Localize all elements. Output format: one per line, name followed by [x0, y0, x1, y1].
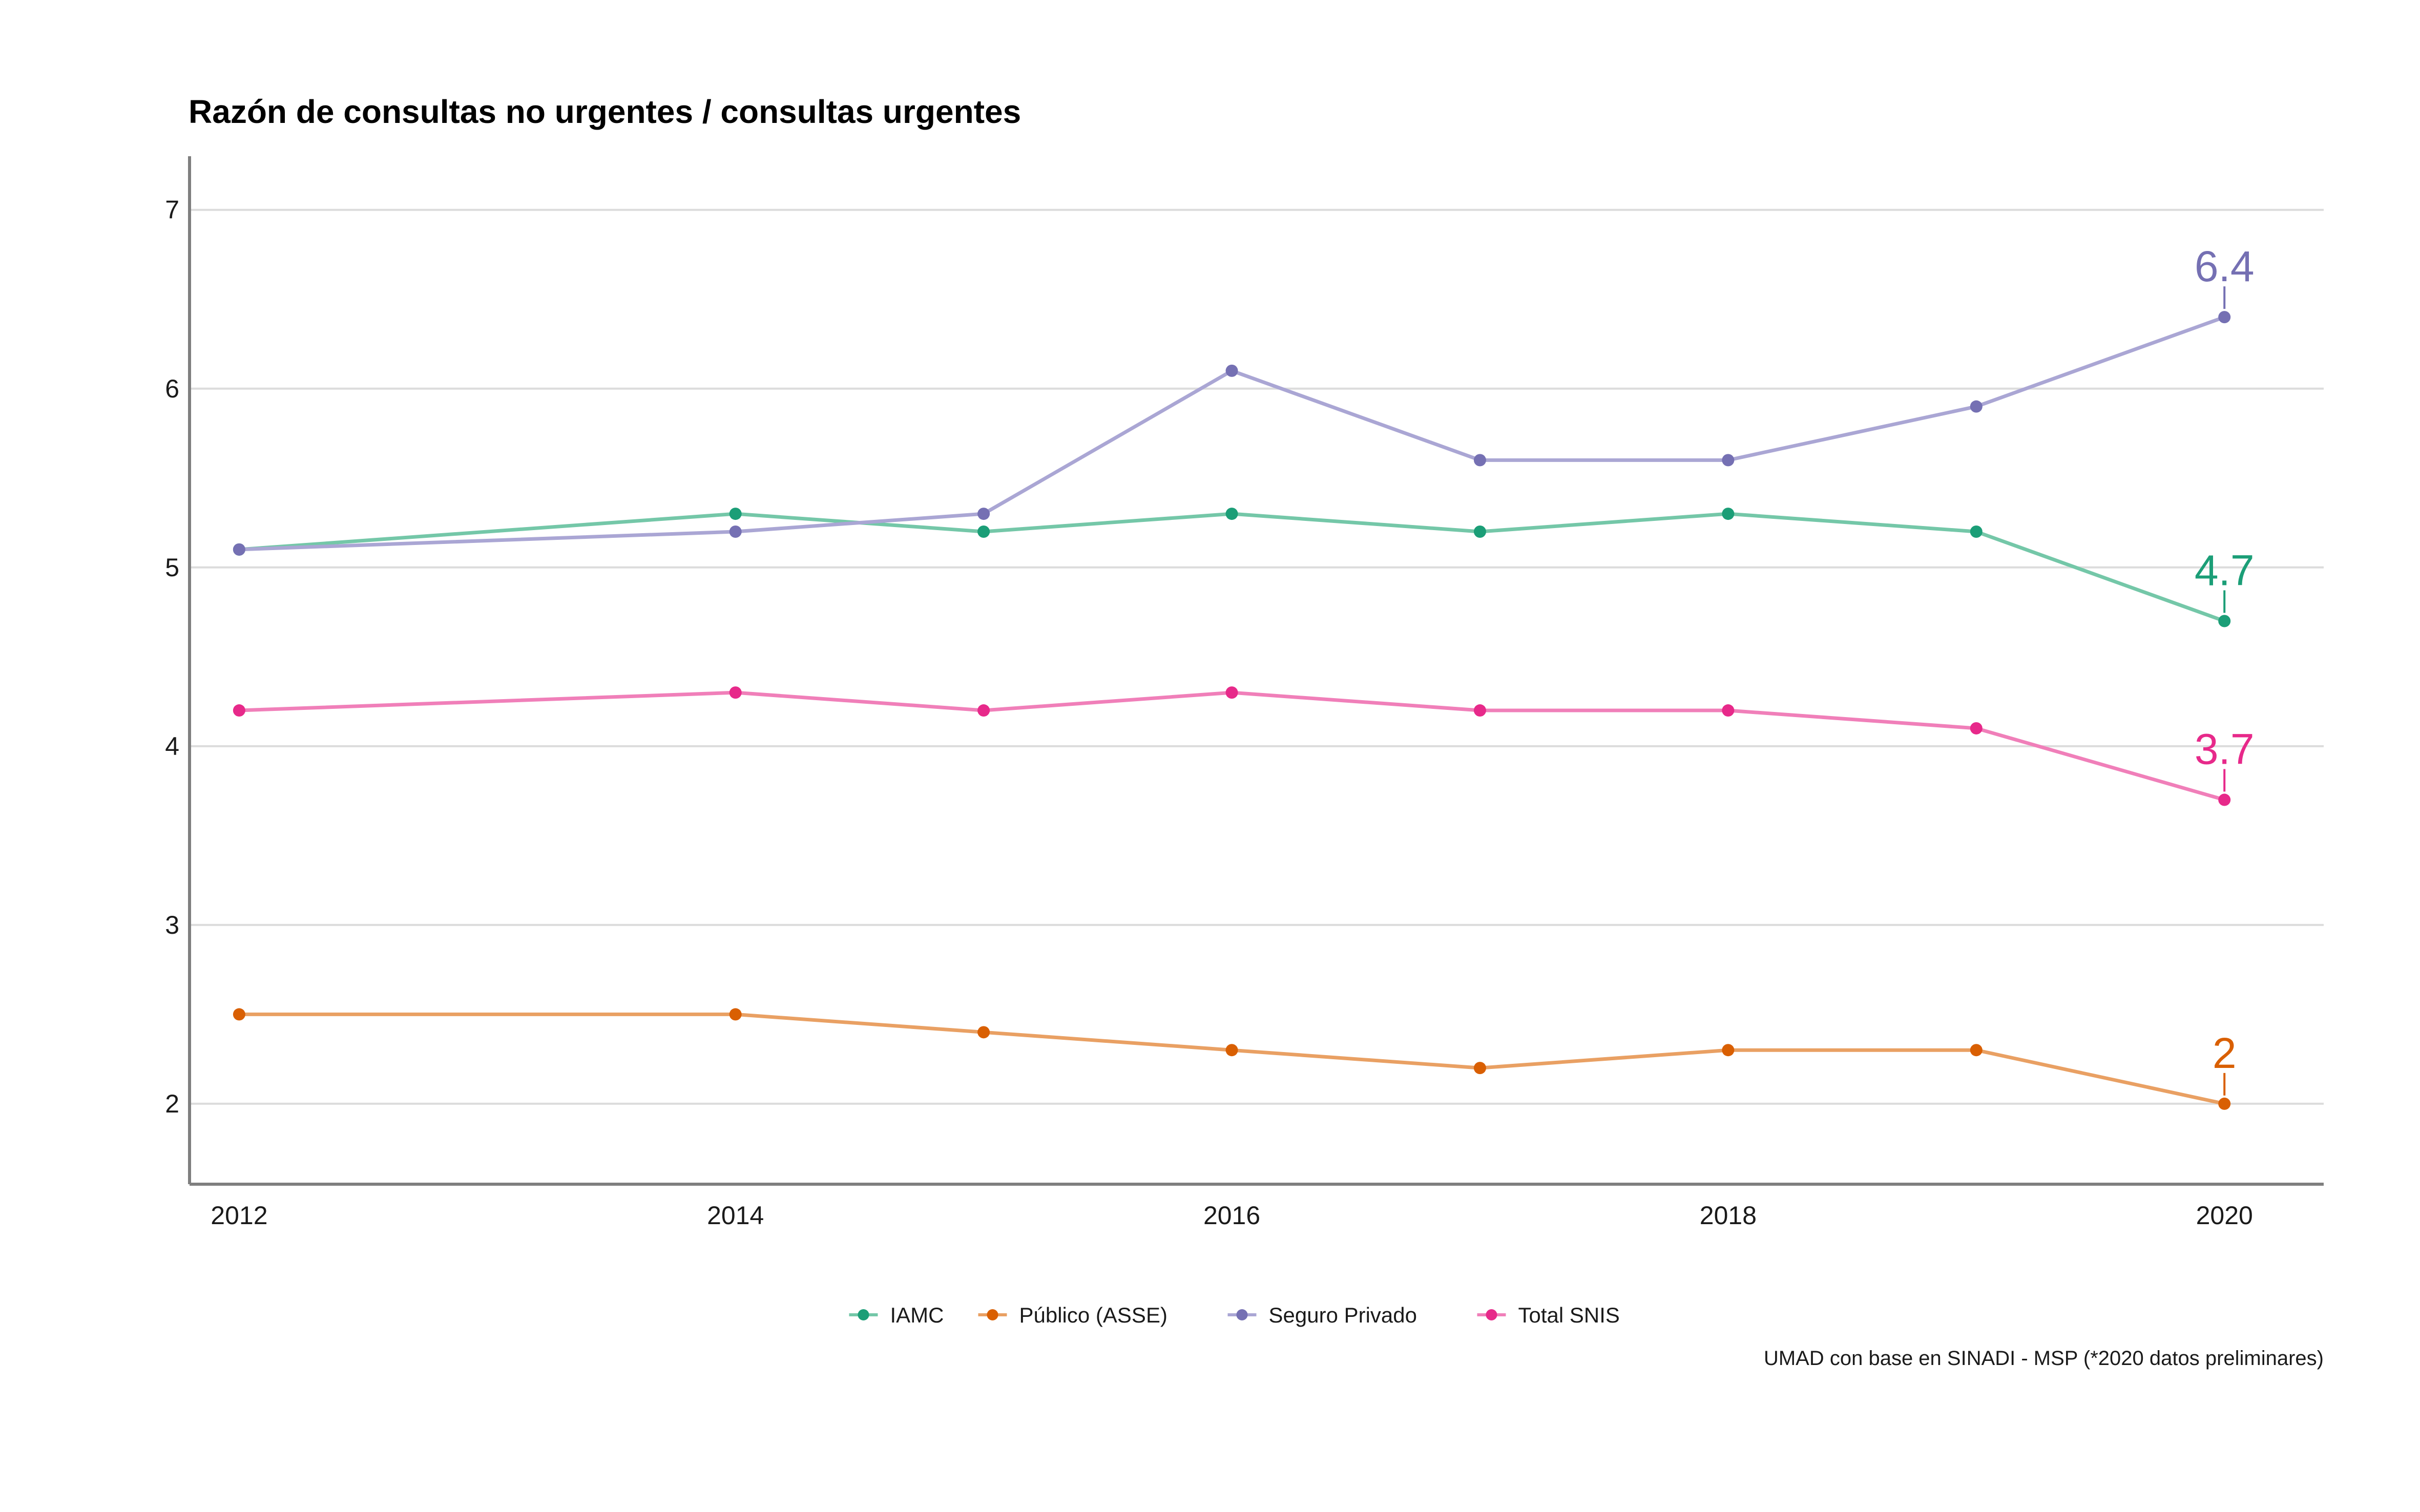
- data-point-iamc-2019: [1970, 525, 1983, 538]
- y-tick-label-4: 4: [165, 732, 179, 761]
- series-group: [233, 311, 2231, 1110]
- y-tick-label-2: 2: [165, 1089, 179, 1118]
- data-point-total-snis-2015: [977, 704, 990, 717]
- data-point-p-blico-asse-2017: [1473, 1062, 1486, 1075]
- data-point-seguro-privado-2019: [1970, 400, 1983, 413]
- data-point-iamc-2017: [1473, 525, 1486, 538]
- data-point-seguro-privado-2020: [2218, 311, 2231, 324]
- y-tick-label-6: 6: [165, 374, 179, 403]
- axes: [188, 156, 2324, 1186]
- end-label-total-snis: 3.7: [2195, 725, 2255, 773]
- series-line-iamc: [239, 512, 2225, 623]
- x-tick-label-2020: 2020: [2196, 1201, 2253, 1230]
- series-line-total-snis: [239, 690, 2225, 802]
- end-labels: 4.7 2 6.4 3.7: [2195, 242, 2255, 1096]
- data-point-p-blico-asse-2018: [1722, 1044, 1735, 1057]
- data-point-p-blico-asse-2019: [1970, 1044, 1983, 1057]
- end-label-iamc: 4.7: [2195, 547, 2255, 595]
- y-tick-label-7: 7: [165, 196, 179, 224]
- data-point-seguro-privado-2016: [1225, 364, 1238, 377]
- data-point-total-snis-2019: [1970, 722, 1983, 734]
- data-point-seguro-privado-2014: [729, 525, 742, 538]
- data-point-seguro-privado-2012: [233, 543, 245, 556]
- chart-title: Razón de consultas no urgentes / consult…: [189, 93, 1021, 130]
- y-tick-label-3: 3: [165, 911, 179, 939]
- data-point-iamc-2016: [1225, 508, 1238, 520]
- end-label-p-blico-asse: 2: [2213, 1029, 2237, 1077]
- legend-label-p-blico-asse: Público (ASSE): [1019, 1303, 1167, 1327]
- legend: IAMC Público (ASSE) Seguro Privado Total SN…: [849, 1303, 1620, 1327]
- gridlines: [190, 208, 2324, 1105]
- legend-key-point-p-blico-asse: [987, 1309, 998, 1320]
- data-point-seguro-privado-2017: [1473, 454, 1486, 467]
- data-point-p-blico-asse-2020: [2218, 1097, 2231, 1110]
- data-point-p-blico-asse-2015: [977, 1026, 990, 1039]
- data-point-total-snis-2016: [1225, 686, 1238, 699]
- legend-key-point-total-snis: [1486, 1309, 1497, 1320]
- x-tick-label-2012: 2012: [211, 1201, 267, 1230]
- x-tick-label-2018: 2018: [1700, 1201, 1757, 1230]
- data-point-iamc-2014: [729, 508, 742, 520]
- data-point-p-blico-asse-2014: [729, 1008, 742, 1021]
- data-point-iamc-2018: [1722, 508, 1735, 520]
- data-point-total-snis-2012: [233, 704, 245, 717]
- data-point-total-snis-2018: [1722, 704, 1735, 717]
- data-point-total-snis-2017: [1473, 704, 1486, 717]
- end-label-seguro-privado: 6.4: [2195, 242, 2255, 290]
- legend-label-seguro-privado: Seguro Privado: [1269, 1303, 1417, 1327]
- data-point-total-snis-2020: [2218, 793, 2231, 806]
- series-line-p-blico-asse: [239, 1012, 2225, 1106]
- y-tick-label-5: 5: [165, 553, 179, 582]
- data-point-iamc-2020: [2218, 615, 2231, 627]
- chart-caption: UMAD con base en SINADI - MSP (*2020 dat…: [1764, 1347, 2324, 1370]
- x-tick-label-2016: 2016: [1203, 1201, 1260, 1230]
- tick-labels: 2 3 4 5 6 7 2012 2014 2016 2018 2020: [165, 196, 2253, 1230]
- data-point-seguro-privado-2015: [977, 508, 990, 520]
- legend-key-point-iamc: [858, 1309, 869, 1320]
- legend-key-point-seguro-privado: [1236, 1309, 1248, 1320]
- data-point-p-blico-asse-2012: [233, 1008, 245, 1021]
- series-line-seguro-privado: [239, 315, 2225, 552]
- legend-label-iamc: IAMC: [890, 1303, 944, 1327]
- data-point-iamc-2015: [977, 525, 990, 538]
- data-point-p-blico-asse-2016: [1225, 1044, 1238, 1057]
- data-point-total-snis-2014: [729, 686, 742, 699]
- x-tick-label-2014: 2014: [707, 1201, 764, 1230]
- legend-label-total-snis: Total SNIS: [1518, 1303, 1620, 1327]
- data-point-seguro-privado-2018: [1722, 454, 1735, 467]
